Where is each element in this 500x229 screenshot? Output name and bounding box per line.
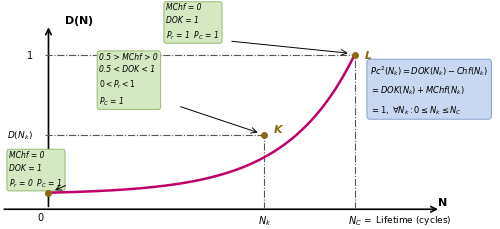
Text: 0: 0 bbox=[38, 212, 44, 222]
Text: L: L bbox=[364, 51, 372, 60]
Text: $N_k$: $N_k$ bbox=[258, 213, 271, 227]
Text: $\bf{N}$: $\bf{N}$ bbox=[437, 195, 447, 207]
Text: $= $ Lifetime (cycles): $= $ Lifetime (cycles) bbox=[362, 213, 452, 226]
Text: MChf = 0
DOK = 1
$P_r$ = 1  $P_C$ = 1: MChf = 0 DOK = 1 $P_r$ = 1 $P_C$ = 1 bbox=[166, 3, 220, 42]
Text: $D(N_k)$: $D(N_k)$ bbox=[7, 129, 33, 142]
Text: $\bf{D(N)}$: $\bf{D(N)}$ bbox=[64, 14, 94, 28]
Text: $Pc^2(N_k) = DOK(N_k)-Chf(N_k)$
$= DOK(N_k)+MChf(N_k)$
$= 1, \; \forall N_k : 0 : $Pc^2(N_k) = DOK(N_k)-Chf(N_k)$ $= DOK(N… bbox=[370, 63, 488, 116]
Text: $N_C$: $N_C$ bbox=[348, 213, 362, 227]
Text: 1: 1 bbox=[26, 51, 33, 60]
Text: MChf = 0
DOK = 1
$P_r$ = 0  $P_C$ = 1: MChf = 0 DOK = 1 $P_r$ = 0 $P_C$ = 1 bbox=[9, 150, 62, 189]
Text: K: K bbox=[274, 125, 282, 134]
Text: 0.5 > MChf > 0
0.5 < DOK < 1
$0 < P_r < 1$
$P_C$ = 1: 0.5 > MChf > 0 0.5 < DOK < 1 $0 < P_r < … bbox=[100, 52, 158, 108]
Text: J: J bbox=[42, 179, 46, 189]
